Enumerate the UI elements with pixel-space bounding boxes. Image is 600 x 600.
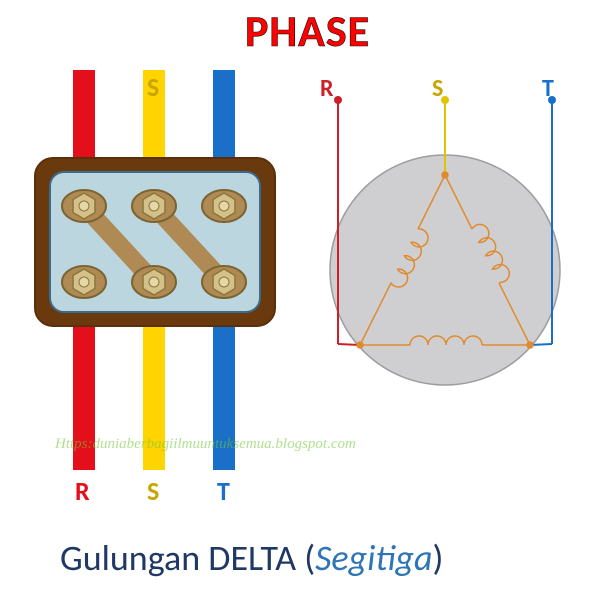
bot-label-R: R xyxy=(75,475,90,507)
lead-S-label: S xyxy=(432,74,443,103)
diagram-svg: PHASE R S T xyxy=(0,0,600,600)
watermark-text: Https:duniaberbagiilmuuntuksemua.blogspo… xyxy=(54,436,356,452)
caption: Gulungan DELTA (Segitiga) xyxy=(60,536,443,580)
bot-label-T: T xyxy=(217,475,230,507)
top-label-R: R xyxy=(75,71,90,103)
top-label-T: T xyxy=(217,71,230,103)
top-label-S: S xyxy=(147,71,159,103)
lead-R-label: R xyxy=(320,74,334,103)
bot-label-S: S xyxy=(147,475,159,507)
winding-circle xyxy=(330,155,560,385)
caption-part-b: Segitiga xyxy=(315,536,432,580)
title-text: PHASE xyxy=(245,4,370,58)
diagram-root: PHASE R S T xyxy=(0,0,600,600)
caption-part-c: ) xyxy=(432,536,443,580)
caption-part-a: Gulungan DELTA ( xyxy=(60,536,315,580)
schematic: R S T xyxy=(320,74,560,385)
lead-R: R xyxy=(320,74,342,344)
lead-T-label: T xyxy=(542,74,554,103)
